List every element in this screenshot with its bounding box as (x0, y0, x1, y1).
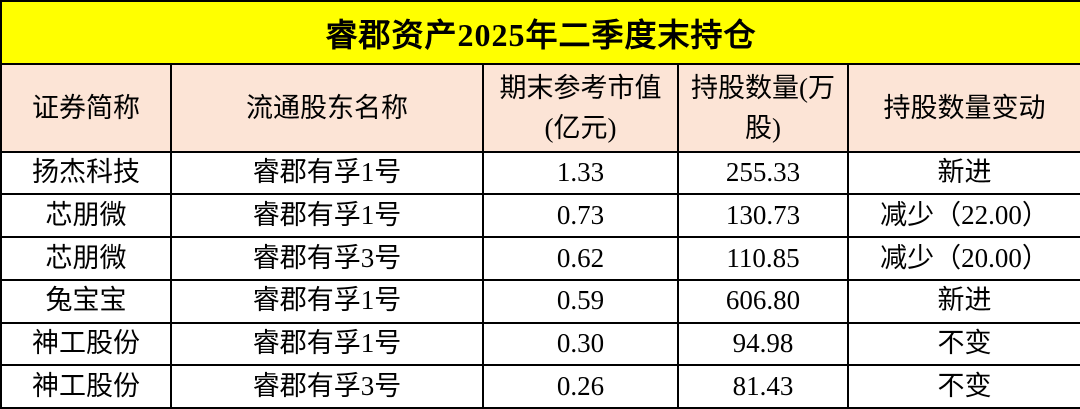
table-row: 神工股份 睿郡有孚3号 0.26 81.43 不变 (0, 364, 1080, 409)
col-header-market-value: 期末参考市值(亿元) (482, 63, 679, 153)
table-row: 兔宝宝 睿郡有孚1号 0.59 606.80 新进 (0, 278, 1080, 324)
cell-share-count: 110.85 (677, 236, 849, 281)
cell-shareholder-name: 睿郡有孚1号 (170, 278, 484, 324)
col-header-share-count: 持股数量(万股) (677, 63, 849, 153)
cell-shareholder-name: 睿郡有孚1号 (170, 321, 484, 367)
table-row: 芯朋微 睿郡有孚1号 0.73 130.73 减少（22.00） (0, 193, 1080, 239)
cell-shareholder-name: 睿郡有孚3号 (170, 364, 484, 409)
cell-share-count: 606.80 (677, 278, 849, 324)
header-row: 证券简称 流通股东名称 期末参考市值(亿元) 持股数量(万股) 持股数量变动 (0, 63, 1080, 153)
cell-share-change: 不变 (846, 321, 1080, 367)
cell-share-change: 减少（20.00） (846, 236, 1080, 281)
cell-share-count: 255.33 (677, 150, 849, 196)
col-header-shareholder-name: 流通股东名称 (170, 63, 484, 153)
cell-shareholder-name: 睿郡有孚1号 (170, 193, 484, 239)
cell-share-count: 130.73 (677, 193, 849, 239)
title-row: 睿郡资产2025年二季度末持仓 (0, 0, 1080, 66)
cell-market-value: 0.30 (482, 321, 679, 367)
cell-share-count: 94.98 (677, 321, 849, 367)
cell-security-name: 神工股份 (0, 364, 172, 409)
cell-security-name: 扬杰科技 (0, 150, 172, 196)
table-row: 神工股份 睿郡有孚1号 0.30 94.98 不变 (0, 321, 1080, 367)
table-row: 芯朋微 睿郡有孚3号 0.62 110.85 减少（20.00） (0, 236, 1080, 281)
cell-shareholder-name: 睿郡有孚1号 (170, 150, 484, 196)
cell-share-change: 新进 (846, 278, 1080, 324)
cell-shareholder-name: 睿郡有孚3号 (170, 236, 484, 281)
cell-market-value: 0.26 (482, 364, 679, 409)
col-header-share-change: 持股数量变动 (846, 63, 1080, 153)
cell-market-value: 0.73 (482, 193, 679, 239)
cell-share-change: 减少（22.00） (846, 193, 1080, 239)
cell-share-change: 不变 (846, 364, 1080, 409)
cell-market-value: 0.62 (482, 236, 679, 281)
cell-share-change: 新进 (846, 150, 1080, 196)
page-title: 睿郡资产2025年二季度末持仓 (0, 0, 1080, 66)
cell-market-value: 0.59 (482, 278, 679, 324)
cell-security-name: 神工股份 (0, 321, 172, 367)
table-row: 扬杰科技 睿郡有孚1号 1.33 255.33 新进 (0, 150, 1080, 196)
col-header-security-name: 证券简称 (0, 63, 172, 153)
cell-market-value: 1.33 (482, 150, 679, 196)
cell-share-count: 81.43 (677, 364, 849, 409)
cell-security-name: 兔宝宝 (0, 278, 172, 324)
cell-security-name: 芯朋微 (0, 236, 172, 281)
cell-security-name: 芯朋微 (0, 193, 172, 239)
